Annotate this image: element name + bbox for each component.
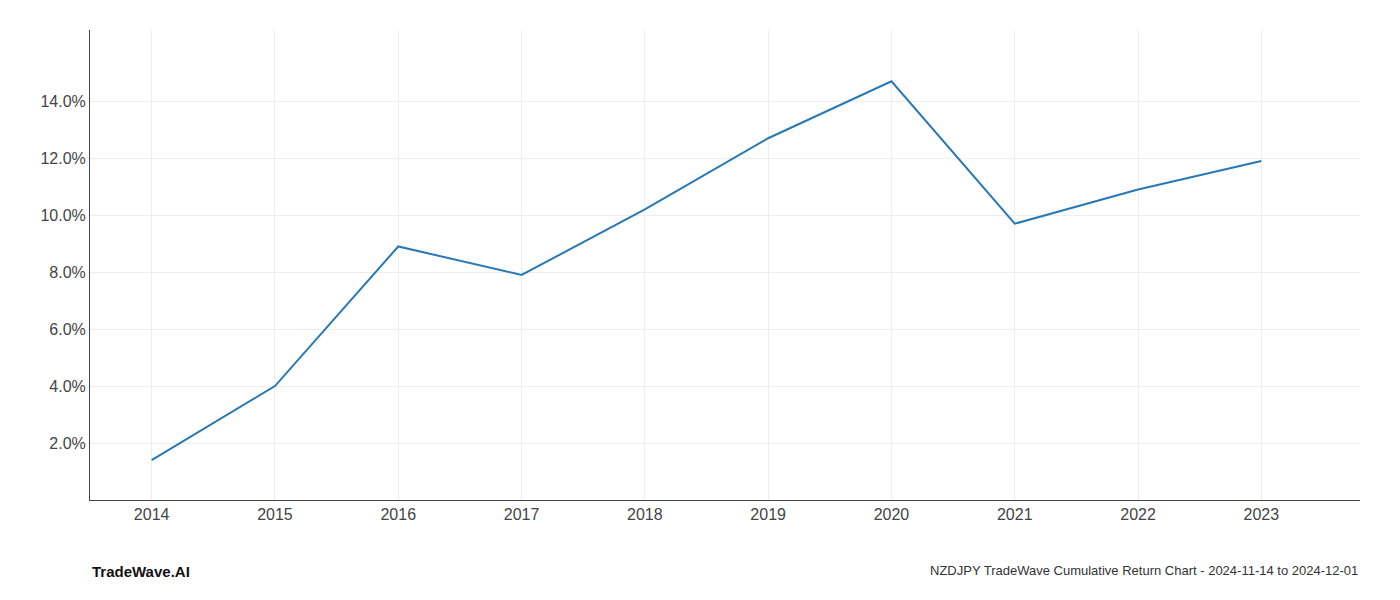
svg-text:12.0%: 12.0% — [40, 150, 85, 167]
svg-text:4.0%: 4.0% — [49, 378, 85, 395]
svg-text:2018: 2018 — [627, 506, 663, 523]
svg-text:NZDJPY TradeWave Cumulative Re: NZDJPY TradeWave Cumulative Return Chart… — [930, 563, 1358, 578]
svg-text:10.0%: 10.0% — [40, 207, 85, 224]
svg-text:2.0%: 2.0% — [49, 435, 85, 452]
svg-text:2016: 2016 — [380, 506, 416, 523]
svg-text:2014: 2014 — [134, 506, 170, 523]
svg-text:2020: 2020 — [874, 506, 910, 523]
svg-text:TradeWave.AI: TradeWave.AI — [92, 563, 190, 580]
svg-text:2021: 2021 — [997, 506, 1033, 523]
svg-text:2017: 2017 — [504, 506, 540, 523]
svg-text:2019: 2019 — [750, 506, 786, 523]
svg-text:2023: 2023 — [1244, 506, 1280, 523]
svg-text:6.0%: 6.0% — [49, 321, 85, 338]
svg-text:2015: 2015 — [257, 506, 293, 523]
svg-text:8.0%: 8.0% — [49, 264, 85, 281]
svg-text:2022: 2022 — [1120, 506, 1156, 523]
svg-text:14.0%: 14.0% — [40, 93, 85, 110]
